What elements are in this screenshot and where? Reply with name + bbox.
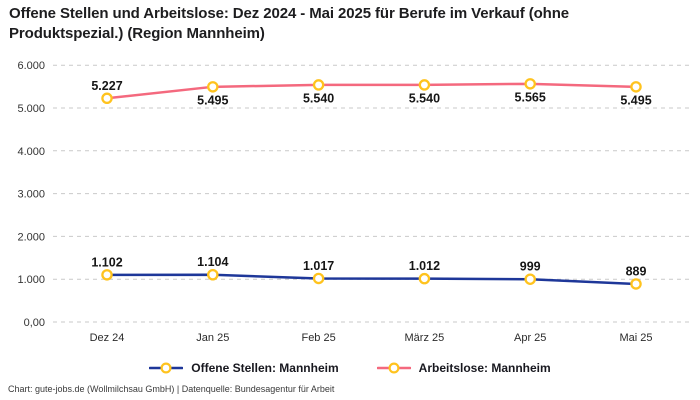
- data-point-label: 1.104: [197, 255, 228, 269]
- data-point-label: 5.227: [91, 79, 122, 93]
- y-axis-tick-label: 5.000: [17, 103, 45, 115]
- x-axis-label: Apr 25: [514, 332, 546, 344]
- legend-item-arbeitslose-mannheim: Arbeitslose: Mannheim: [376, 361, 551, 375]
- data-point-marker: [630, 278, 642, 290]
- legend-label: Offene Stellen: Mannheim: [191, 361, 339, 375]
- data-point-marker: [524, 273, 536, 285]
- data-point-label: 5.495: [620, 93, 651, 107]
- data-point-label: 1.012: [409, 259, 440, 273]
- data-point-label: 999: [520, 260, 541, 274]
- y-axis-tick-label: 2.000: [17, 231, 45, 243]
- data-point-marker: [524, 78, 536, 90]
- y-axis-tick-label: 6.000: [17, 60, 45, 72]
- x-axis-label: Dez 24: [90, 332, 125, 344]
- chart-title: Offene Stellen und Arbeitslose: Dez 2024…: [9, 5, 570, 42]
- x-axis-label: Jan 25: [196, 332, 229, 344]
- legend-line-marker-icon: [376, 362, 411, 374]
- y-axis-tick-label: 0,00: [24, 317, 45, 329]
- legend-line-marker-icon: [149, 362, 184, 374]
- series-line-offene-stellen-mannheim: [105, 273, 638, 286]
- x-axis-label: Feb 25: [301, 332, 335, 344]
- series-line-arbeitslose-mannheim: [105, 82, 638, 100]
- data-point-label: 5.540: [409, 91, 440, 105]
- data-point-label: 5.540: [303, 91, 334, 105]
- data-point-label: 1.017: [303, 259, 334, 273]
- y-axis-tick-label: 1.000: [17, 274, 45, 286]
- chart-legend: Offene Stellen: Mannheim Arbeitslose: Man…: [0, 361, 700, 375]
- data-point-marker: [312, 79, 325, 91]
- legend-item-offene-stellen-mannheim: Offene Stellen: Mannheim: [149, 361, 339, 375]
- x-axis-label: Mai 25: [619, 332, 652, 344]
- data-point-marker: [101, 269, 113, 281]
- y-axis-tick-label: 3.000: [17, 189, 45, 201]
- data-point-marker: [418, 272, 431, 285]
- data-point-marker: [630, 81, 642, 93]
- data-point-marker: [312, 272, 325, 285]
- x-axis-label: März 25: [405, 332, 445, 344]
- data-point-marker: [101, 92, 113, 105]
- data-point-label: 1.102: [91, 255, 122, 269]
- data-point-marker: [418, 79, 431, 91]
- source-credit: Chart: gute-jobs.de (Wollmilchsau GmbH) …: [8, 384, 335, 394]
- data-point-label: 5.565: [515, 90, 546, 104]
- data-point-marker: [207, 268, 219, 281]
- legend-label: Arbeitslose: Mannheim: [418, 361, 551, 375]
- data-point-label: 889: [626, 264, 647, 278]
- data-point-label: 5.495: [197, 93, 228, 107]
- y-axis-tick-label: 4.000: [17, 146, 45, 158]
- data-point-marker: [207, 81, 219, 93]
